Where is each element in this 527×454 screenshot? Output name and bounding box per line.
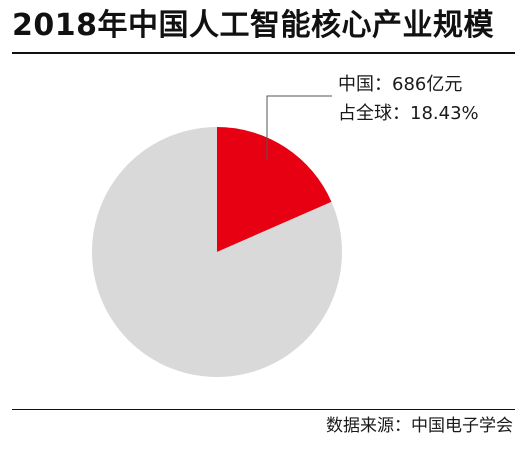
- annotation-share: 占全球：18.43%: [338, 103, 479, 124]
- pie-slices: [92, 127, 343, 378]
- source-note: 数据来源：中国电子学会: [326, 416, 513, 436]
- pie-slice-1: [92, 127, 343, 378]
- annotation-value: 中国：686亿元: [338, 74, 463, 95]
- pie-slice-0: [217, 127, 332, 252]
- footer-divider: [12, 409, 515, 410]
- title-divider: [12, 52, 515, 54]
- chart-title: 2018年中国人工智能核心产业规模: [12, 8, 494, 43]
- annotation-leader-line: [266, 95, 332, 160]
